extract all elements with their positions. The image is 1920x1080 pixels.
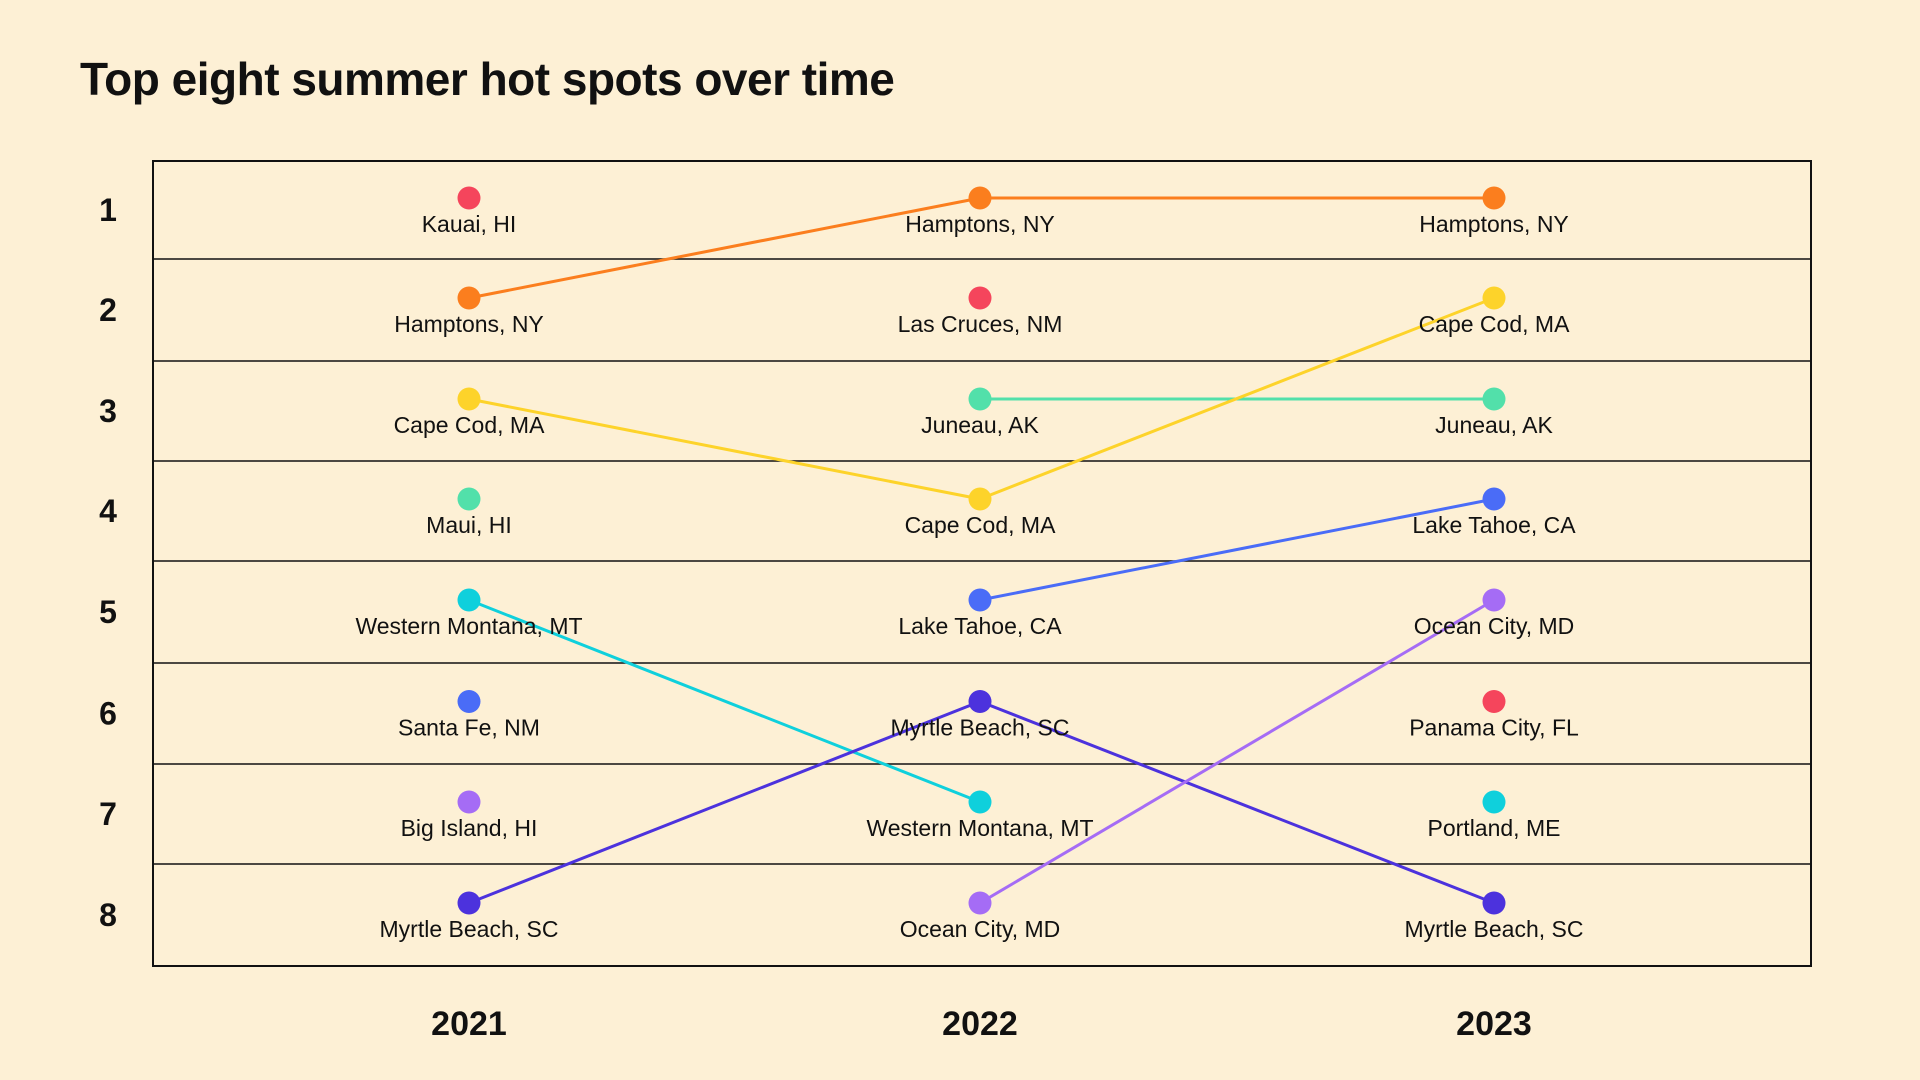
data-point (457, 891, 481, 915)
point-label: Santa Fe, NM (398, 715, 540, 741)
point-label: Kauai, HI (422, 211, 517, 237)
data-point (1482, 588, 1506, 612)
point-label: Lake Tahoe, CA (1412, 512, 1576, 538)
series-line (468, 397, 981, 501)
series-line (979, 700, 1495, 905)
data-point (968, 690, 992, 713)
data-point (457, 690, 481, 713)
point-label: Juneau, AK (921, 412, 1039, 438)
point-label: Western Montana, MT (355, 613, 582, 639)
data-point (968, 790, 992, 814)
year-axis: 2021 2022 2023 (431, 1005, 1532, 1043)
series-line (979, 296, 1495, 501)
data-point (457, 286, 481, 310)
data-points (457, 186, 1506, 915)
series-lines (468, 196, 1495, 905)
data-point (1482, 387, 1506, 411)
data-point (968, 387, 992, 411)
data-point (968, 891, 992, 915)
point-label: Maui, HI (426, 512, 512, 538)
data-point (457, 790, 481, 814)
point-label: Cape Cod, MA (905, 512, 1057, 538)
data-point (1482, 690, 1506, 713)
series-line (979, 497, 1495, 602)
data-point (457, 588, 481, 612)
point-label: Ocean City, MD (1414, 613, 1575, 639)
point-labels: Kauai, HI Hamptons, NY Cape Cod, MA Maui, H… (355, 211, 1583, 942)
point-label: Big Island, HI (401, 815, 538, 841)
point-label: Western Montana, MT (866, 815, 1093, 841)
rank-label: 1 (99, 192, 117, 228)
rank-label: 2 (99, 292, 117, 328)
point-label: Cape Cod, MA (394, 412, 546, 438)
point-label: Panama City, FL (1409, 715, 1579, 741)
point-label: Hamptons, NY (1419, 211, 1569, 237)
data-point (1482, 790, 1506, 814)
data-point (968, 186, 992, 210)
rank-label: 7 (99, 796, 117, 832)
data-point (1482, 186, 1506, 210)
point-label: Myrtle Beach, SC (380, 916, 559, 942)
point-label: Cape Cod, MA (1419, 311, 1571, 337)
data-point (457, 387, 481, 411)
data-point (1482, 891, 1506, 915)
point-label: Ocean City, MD (900, 916, 1061, 942)
data-point (1482, 286, 1506, 310)
rank-rows (152, 160, 1812, 967)
chart-title: Top eight summer hot spots over time (80, 53, 894, 105)
data-point (457, 186, 481, 210)
data-point (968, 588, 992, 612)
plot-frame (152, 160, 1812, 967)
year-label: 2023 (1456, 1005, 1532, 1043)
data-point (457, 487, 481, 511)
data-point (1482, 487, 1506, 511)
point-label: Myrtle Beach, SC (891, 715, 1070, 741)
point-label: Hamptons, NY (394, 311, 544, 337)
rank-label: 5 (99, 594, 117, 630)
point-label: Lake Tahoe, CA (898, 613, 1062, 639)
data-point (968, 286, 992, 310)
year-label: 2022 (942, 1005, 1018, 1043)
rank-axis: 1 2 3 4 5 6 7 8 (99, 192, 117, 933)
series-line (468, 196, 981, 300)
rank-label: 4 (99, 493, 117, 529)
series-line (979, 598, 1495, 905)
year-label: 2021 (431, 1005, 507, 1043)
point-label: Myrtle Beach, SC (1405, 916, 1584, 942)
rank-label: 3 (99, 393, 117, 429)
data-point (968, 487, 992, 511)
point-label: Hamptons, NY (905, 211, 1055, 237)
point-label: Portland, ME (1428, 815, 1561, 841)
rank-label: 8 (99, 897, 117, 933)
point-label: Juneau, AK (1435, 412, 1553, 438)
series-line (468, 700, 981, 905)
series-line (468, 598, 981, 804)
rank-label: 6 (99, 696, 117, 732)
point-label: Las Cruces, NM (898, 311, 1063, 337)
